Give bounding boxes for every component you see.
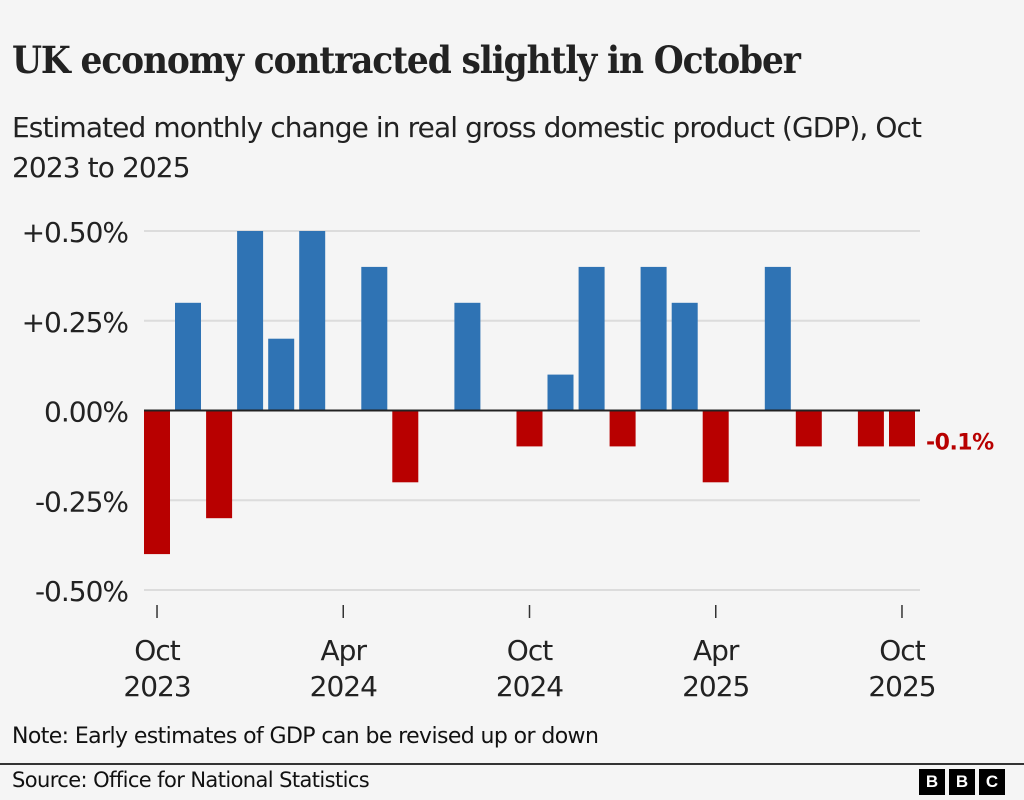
annotations: -0.1%	[926, 430, 995, 455]
x-tick-label-month: Apr	[693, 634, 740, 667]
y-tick-label: -0.25%	[35, 485, 128, 518]
bar-jan-2025	[609, 410, 636, 447]
bar-feb-2024	[268, 338, 295, 411]
bar-aug-2024	[454, 302, 481, 411]
bar-dec-2024	[578, 266, 605, 411]
bar-mar-2024	[299, 231, 326, 411]
x-tick-label-year: 2023	[123, 670, 190, 700]
y-tick-label: +0.25%	[22, 306, 129, 339]
bar-nov-2024	[547, 374, 574, 411]
chart-subtitle: Estimated monthly change in real gross d…	[12, 111, 922, 184]
chart-title: UK economy contracted slightly in Octobe…	[12, 38, 801, 82]
bar-apr-2025	[702, 410, 729, 483]
bar-oct-2024	[516, 410, 543, 447]
bar-jun-2025	[764, 266, 791, 411]
bar-feb-2025	[640, 266, 667, 411]
bar-nov-2023	[175, 302, 201, 411]
bar-jul-2025	[795, 410, 822, 447]
bar-oct-2025	[889, 410, 915, 447]
bar-jun-2024	[392, 410, 419, 483]
source-label: Source: Office for National Statistics	[12, 768, 370, 792]
gdp-bar-chart: +0.50%+0.25%0.00%-0.25%-0.50% Oct2023Apr…	[22, 216, 995, 700]
bbc-logo-letter: B	[949, 769, 975, 795]
y-tick-label: +0.50%	[22, 216, 129, 249]
footer-divider	[0, 763, 1024, 765]
x-tick-label-month: Oct	[134, 634, 180, 667]
bar-mar-2025	[671, 302, 698, 411]
x-tick-label-month: Apr	[321, 634, 368, 667]
x-tick-label-year: 2025	[868, 670, 935, 700]
bar-oct-2023	[144, 410, 170, 555]
y-tick-label: -0.50%	[35, 575, 128, 608]
x-tick-label-month: Oct	[879, 634, 925, 667]
bar-jan-2024	[237, 231, 264, 411]
y-tick-label: 0.00%	[44, 396, 128, 429]
x-tick-label-month: Oct	[507, 634, 553, 667]
bars	[144, 231, 915, 555]
bar-may-2024	[361, 266, 388, 411]
bbc-logo-letter: C	[979, 769, 1005, 795]
y-axis: +0.50% +0.25% 0.00% -0.25% -0.50%	[22, 216, 130, 608]
x-tick-label-year: 2024	[496, 670, 563, 700]
x-tick-label-year: 2024	[310, 670, 377, 700]
bar-dec-2023	[206, 410, 233, 519]
chart-note: Note: Early estimates of GDP can be revi…	[12, 724, 599, 749]
bar-sep-2025	[857, 410, 884, 447]
bbc-logo: B B C	[919, 769, 1005, 795]
latest-value-label: -0.1%	[926, 430, 994, 455]
bbc-logo-letter: B	[919, 769, 945, 795]
x-tick-label-year: 2025	[682, 670, 749, 700]
